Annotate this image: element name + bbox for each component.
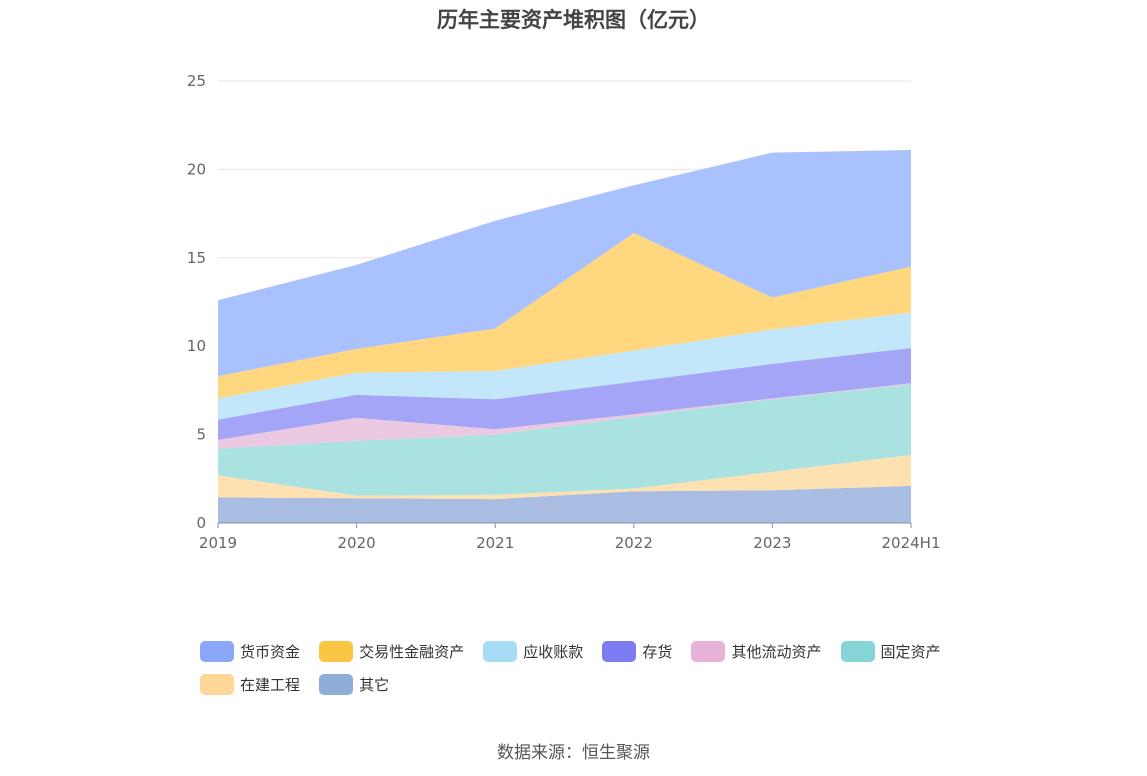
legend-item-other-current-assets[interactable]: 其他流动资产 [691,640,821,663]
legend-label: 交易性金融资产 [359,643,465,661]
x-tick-label: 2021 [476,534,514,552]
legend-swatch [319,641,354,662]
area-series [218,348,911,440]
y-tick-label: 5 [196,426,206,444]
legend-label: 应收账款 [523,643,584,661]
legend-swatch [691,641,726,662]
area-series [218,454,911,500]
y-tick-label: 20 [187,160,206,178]
legend-item-other[interactable]: 其它 [319,673,389,696]
legend-item-cash[interactable]: 货币资金 [200,640,300,663]
chart-title: 历年主要资产堆积图（亿元） [437,8,710,32]
legend-item-fixed-assets[interactable]: 固定资产 [840,640,941,663]
legend-swatch [840,641,875,662]
chart-legend: 货币资金 交易性金融资产 应收账款 存货 其他流动资产 固定资产 在建工程 其它 [200,640,980,706]
legend-swatch [200,641,234,662]
legend-label: 存货 [642,643,673,661]
area-series [218,233,911,399]
legend-swatch [319,674,354,695]
y-tick-label: 25 [187,72,206,90]
data-source: 数据来源：恒生聚源 [497,743,650,763]
area-series [218,312,911,420]
y-tick-label: 0 [196,514,206,532]
x-tick-label: 2020 [338,534,376,552]
area-series [218,383,911,449]
y-tick-label: 15 [187,249,206,267]
area-series [218,384,911,496]
legend-label: 其它 [359,676,390,694]
legend-swatch [200,674,234,695]
legend-item-trading-financial-assets[interactable]: 交易性金融资产 [319,640,464,663]
stacked-area-chart: 0 5 10 15 20 25 2019 2020 2021 2022 2023 2024H1 [187,72,941,552]
y-tick-label: 10 [187,337,206,355]
legend-item-receivables[interactable]: 应收账款 [483,640,583,663]
legend-item-construction-in-progress[interactable]: 在建工程 [200,673,300,696]
legend-swatch [602,641,637,662]
legend-label: 固定资产 [880,643,941,661]
legend-item-inventory[interactable]: 存货 [602,640,672,663]
area-series [218,150,911,377]
x-tick-label: 2022 [615,534,653,552]
area-series [218,485,911,523]
x-tick-label: 2019 [199,534,237,552]
x-tick-label: 2024H1 [882,534,941,552]
legend-label: 在建工程 [240,676,301,694]
legend-swatch [483,641,518,662]
x-tick-label: 2023 [753,534,791,552]
legend-label: 货币资金 [240,643,301,661]
legend-label: 其他流动资产 [731,643,822,661]
